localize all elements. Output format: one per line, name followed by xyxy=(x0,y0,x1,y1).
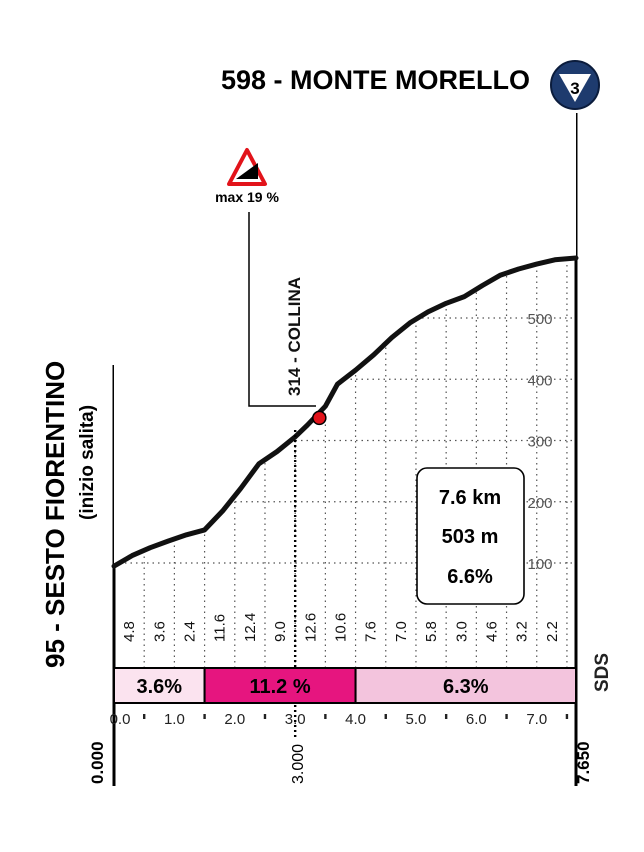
km-minor-tick xyxy=(203,714,206,719)
km-minor-tick xyxy=(384,714,387,719)
intermediate-label: 314 - COLLINA xyxy=(285,277,304,396)
km-minor-tick xyxy=(505,714,508,719)
gradient-label: 12.4 xyxy=(242,613,259,642)
gradient-label: 3.2 xyxy=(514,621,531,642)
marker-km-label: 3.000 xyxy=(290,744,307,784)
end-km-label: 7.650 xyxy=(574,741,593,784)
category-badge-number: 3 xyxy=(570,79,579,98)
km-tick-label: 0.0 xyxy=(110,711,131,728)
max-gradient-label: max 19 % xyxy=(215,189,279,205)
km-minor-tick xyxy=(324,714,327,719)
km-tick-label: 5.0 xyxy=(406,711,427,728)
gradient-segment xyxy=(354,667,577,704)
gradient-label: 2.2 xyxy=(544,621,561,642)
km-minor-tick xyxy=(263,714,267,719)
km-minor-tick xyxy=(565,714,569,719)
gradient-label: 7.0 xyxy=(393,621,410,642)
gradient-segment xyxy=(203,667,357,704)
km-tick-label: 4.0 xyxy=(345,711,366,728)
km-tick-label: 2.0 xyxy=(224,711,245,728)
gradient-segment-label: 11.2 % xyxy=(249,676,310,698)
km-tick-label: 7.0 xyxy=(526,711,547,728)
km-minor-tick xyxy=(444,714,448,719)
km-tick-label: 3.0 xyxy=(285,711,306,728)
stats-box: 7.6 km 503 m 6.6% xyxy=(416,467,525,605)
max-gradient-warning-icon xyxy=(227,148,267,186)
brand-logo: SDS xyxy=(592,653,613,692)
intermediate-point xyxy=(312,410,327,426)
gradient-segment-label: 3.6% xyxy=(136,676,182,698)
gradient-label: 7.6 xyxy=(363,621,380,642)
gradient-label: 5.8 xyxy=(423,621,440,642)
start-sublabel: (inizio salita) xyxy=(77,405,98,520)
km-minor-tick xyxy=(142,714,146,719)
elevation-tick-label: 500 xyxy=(527,311,552,328)
stats-avg-gradient: 6.6% xyxy=(447,566,493,588)
km-tick-label: 6.0 xyxy=(466,711,487,728)
stats-distance: 7.6 km xyxy=(439,487,501,509)
gradient-label: 3.6 xyxy=(151,621,168,642)
km-tick-label: 1.0 xyxy=(164,711,185,728)
elevation-tick-label: 300 xyxy=(527,434,552,451)
gradient-segment-label: 6.3% xyxy=(443,676,489,698)
gradient-label: 10.6 xyxy=(333,613,350,642)
gradient-label: 11.6 xyxy=(212,614,229,642)
elevation-tick-label: 200 xyxy=(527,495,552,512)
start-label: 95 - SESTO FIORENTINO xyxy=(40,361,70,668)
warning-leader-line xyxy=(248,212,316,407)
sky-mask xyxy=(114,110,576,567)
gradient-label: 2.4 xyxy=(182,621,199,642)
category-3-badge-icon: 3 xyxy=(550,60,600,110)
gradient-label: 4.6 xyxy=(484,621,501,642)
stats-gain: 503 m xyxy=(442,526,499,548)
start-km-label: 0.000 xyxy=(88,741,107,784)
gradient-label: 9.0 xyxy=(272,621,289,642)
gradient-label: 3.0 xyxy=(453,621,470,642)
gradient-label: 12.6 xyxy=(302,613,319,642)
elevation-tick-label: 100 xyxy=(527,556,552,573)
gradient-label: 4.8 xyxy=(121,621,138,642)
elevation-tick-label: 400 xyxy=(527,372,552,389)
profile-line xyxy=(111,255,579,569)
summit-label: 598 - MONTE MORELLO xyxy=(221,65,530,95)
